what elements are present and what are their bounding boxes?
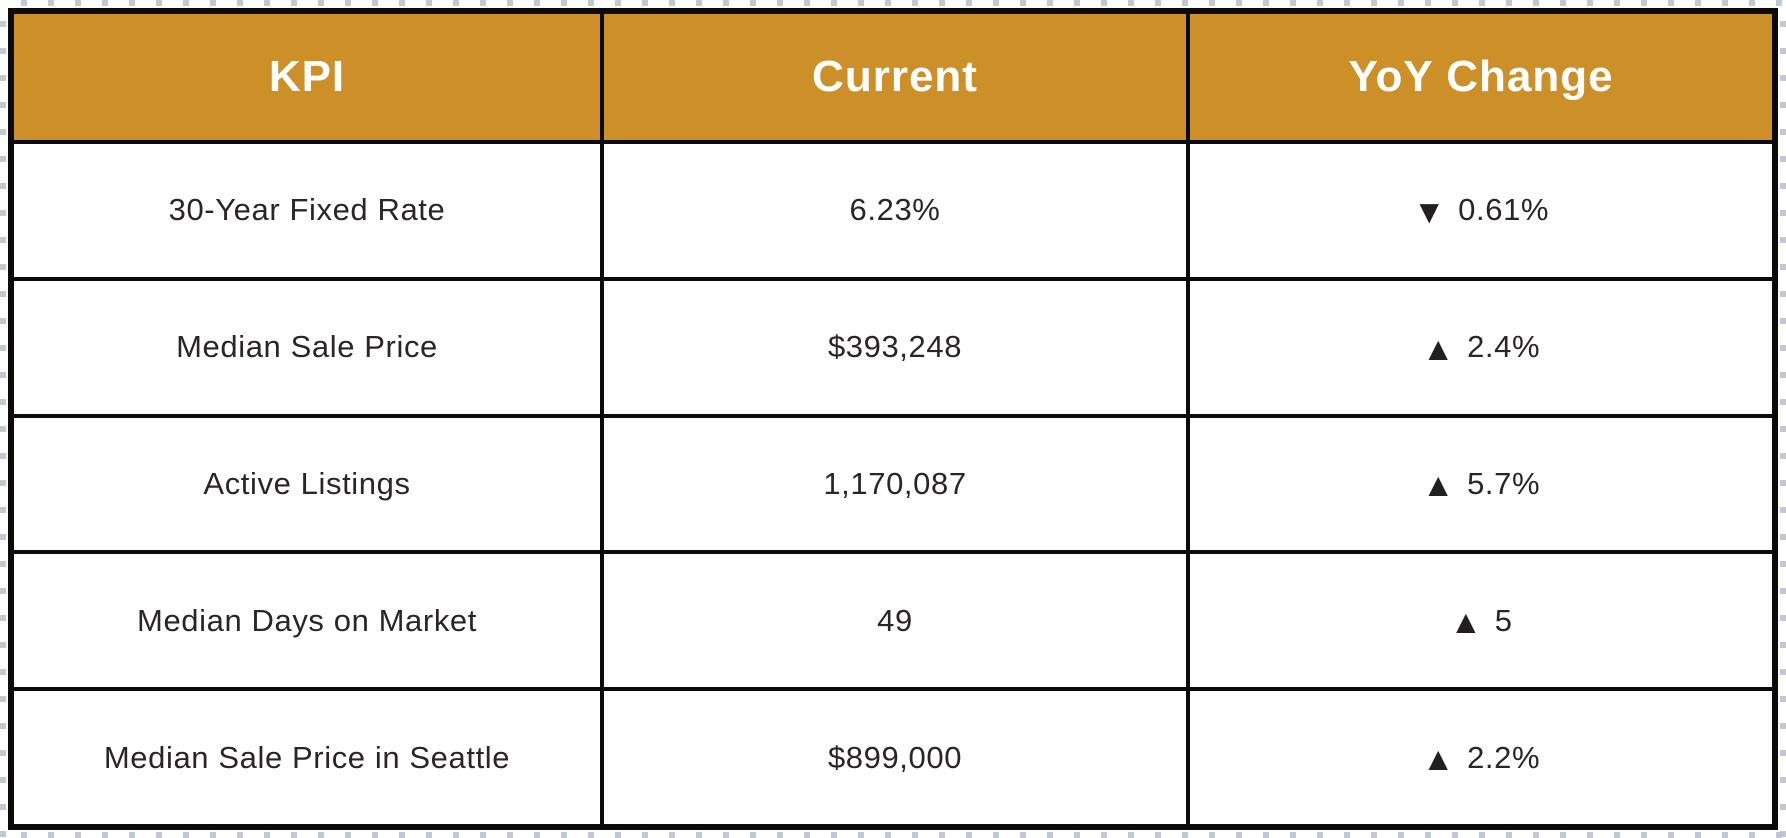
page-edge-dots-left [0, 0, 6, 838]
page-edge-dots-top [0, 0, 1786, 6]
trend-up-icon: ▲ [1421, 329, 1456, 367]
page-edge-dots-bottom [0, 832, 1786, 838]
column-header-kpi: KPI [14, 14, 600, 140]
kpi-label: Median Days on Market [137, 602, 477, 638]
trend-down-icon: ▼ [1412, 192, 1447, 230]
yoy-cell: ▲ 5 [1186, 550, 1772, 688]
column-header-yoy-change-label: YoY Change [1348, 52, 1614, 101]
kpi-cell: 30-Year Fixed Rate [14, 140, 600, 277]
yoy-cell: ▼ 0.61% [1186, 140, 1772, 277]
trend-up-icon: ▲ [1449, 603, 1483, 641]
yoy-cell: ▲ 5.7% [1186, 413, 1772, 551]
current-cell: 49 [600, 550, 1186, 688]
current-cell: 1,170,087 [600, 413, 1186, 551]
kpi-cell: Median Sale Price [14, 276, 600, 414]
current-cell: 6.23% [600, 140, 1186, 277]
column-header-kpi-label: KPI [268, 52, 346, 101]
kpi-label: Active Listings [203, 465, 411, 501]
current-value: 49 [877, 602, 913, 638]
page-edge-dots-right [1780, 0, 1786, 838]
kpi-cell: Median Days on Market [14, 550, 600, 687]
kpi-cell: Median Sale Price in Seattle [14, 687, 600, 824]
current-value: $393,248 [827, 329, 963, 365]
column-header-yoy-change: YoY Change [1186, 14, 1772, 140]
yoy-value: 0.61% [1458, 192, 1550, 228]
current-cell: $393,248 [600, 276, 1186, 414]
kpi-label: Median Sale Price [176, 329, 438, 365]
trend-up-icon: ▲ [1421, 740, 1456, 778]
current-cell: $899,000 [600, 687, 1186, 824]
yoy-value: 5.7% [1467, 465, 1541, 501]
kpi-label: 30-Year Fixed Rate [168, 192, 446, 228]
trend-up-icon: ▲ [1421, 466, 1456, 504]
current-value: 6.23% [849, 192, 941, 228]
yoy-cell: ▲ 2.2% [1186, 687, 1772, 824]
column-header-current: Current [600, 14, 1186, 140]
kpi-table: KPI Current YoY Change 30-Year Fixed Rat… [8, 8, 1778, 830]
column-header-current-label: Current [812, 52, 978, 101]
current-value: $899,000 [827, 739, 963, 775]
kpi-cell: Active Listings [14, 413, 600, 551]
kpi-label: Median Sale Price in Seattle [103, 739, 511, 775]
yoy-value: 5 [1494, 602, 1513, 638]
yoy-cell: ▲ 2.4% [1186, 276, 1772, 414]
yoy-value: 2.2% [1467, 739, 1541, 775]
current-value: 1,170,087 [823, 465, 967, 501]
yoy-value: 2.4% [1467, 329, 1541, 365]
